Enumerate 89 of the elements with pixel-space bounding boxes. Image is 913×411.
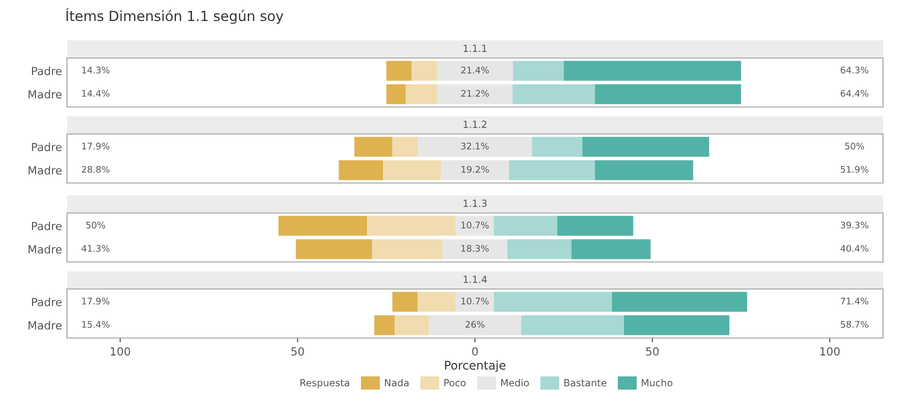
annotation: 17.9% — [82, 142, 110, 150]
annotation: 50% — [86, 222, 106, 228]
chart-subtitle: 1.1.3 — [464, 200, 487, 207]
bar — [494, 216, 558, 236]
bar — [411, 60, 438, 81]
bar — [354, 136, 392, 157]
bar — [532, 136, 582, 157]
y-tick-label: Padre — [32, 66, 62, 76]
data-label: 21.4% — [461, 66, 489, 74]
annotation: 41.3% — [82, 244, 110, 252]
y-tick-label: Madre — [28, 244, 62, 254]
y-tick-label: Madre — [28, 320, 62, 330]
annotation: 14.3% — [82, 66, 110, 74]
bar — [456, 292, 494, 312]
data-label: 19.2% — [462, 166, 489, 173]
annotation: 64.4% — [840, 90, 868, 97]
annotation: 14.4% — [82, 90, 110, 97]
chart-title: Ítems Dimensión 1.1 según soy — [66, 8, 284, 24]
bar — [392, 292, 418, 312]
annotation: 64.3% — [840, 66, 868, 74]
bar — [624, 315, 730, 336]
data-label: 10.7% — [461, 222, 489, 228]
x-tick-label: 50 — [291, 347, 304, 356]
bar — [507, 239, 572, 260]
legend-label: Mucho — [642, 378, 672, 386]
chart-subtitle: 1.1.1 — [464, 44, 486, 52]
bar — [428, 315, 522, 336]
y-tick-label: Madre — [28, 166, 62, 175]
bar — [512, 84, 595, 104]
bar — [509, 160, 595, 180]
data-label: 21.2% — [461, 90, 489, 97]
bar — [437, 84, 513, 104]
bar — [572, 239, 651, 260]
bar — [386, 60, 412, 81]
data-label: 32.1% — [461, 142, 489, 150]
bar — [278, 216, 368, 236]
annotation: 15.4% — [82, 320, 110, 328]
chart-subtitle: 1.1.4 — [464, 276, 487, 283]
bar — [418, 292, 456, 312]
bar — [582, 136, 710, 157]
x-tick-label: 0 — [472, 347, 478, 356]
bar — [418, 136, 532, 157]
y-tick-label: Padre — [32, 142, 62, 152]
bar — [594, 84, 742, 104]
bar — [594, 160, 694, 180]
bar — [494, 292, 612, 312]
bar — [437, 60, 513, 81]
bar — [386, 84, 406, 104]
y-tick-label: Madre — [28, 90, 62, 99]
annotation: 28.8% — [82, 166, 110, 173]
bar — [512, 60, 564, 81]
bar — [557, 216, 634, 236]
chart-subtitle: 1.1.2 — [464, 120, 486, 128]
bar — [406, 84, 438, 104]
y-tick-label: Padre — [32, 298, 62, 306]
data-label: 10.7% — [461, 298, 489, 304]
bar — [456, 216, 494, 236]
bar — [392, 136, 418, 157]
annotation: 17.9% — [82, 298, 110, 304]
bar — [374, 315, 395, 336]
annotation: 40.4% — [840, 244, 868, 252]
annotation: 71.4% — [840, 298, 868, 304]
x-tick-label: 50 — [646, 347, 659, 356]
bar — [338, 160, 384, 180]
data-label: 26% — [466, 320, 485, 328]
legend-label: Poco — [444, 379, 466, 386]
legend-label: Medio — [501, 378, 529, 386]
data-label: 18.3% — [461, 244, 489, 252]
bar — [521, 315, 624, 336]
legend-label: Nada — [384, 378, 409, 386]
legend-label: Bastante — [564, 379, 606, 386]
bar — [372, 239, 442, 260]
x-tick-label: 100 — [110, 347, 130, 356]
bar — [367, 216, 456, 236]
annotation: 51.9% — [840, 166, 868, 173]
bar — [442, 239, 508, 260]
bar — [612, 292, 748, 312]
bar — [296, 239, 372, 260]
bar — [440, 160, 510, 180]
annotation: 50% — [845, 142, 864, 150]
x-tick-label: 100 — [820, 347, 840, 356]
bar — [564, 60, 742, 81]
annotation: 58.7% — [840, 320, 868, 328]
x-axis-title: Porcentaje — [445, 360, 506, 372]
y-tick-label: Padre — [32, 222, 62, 230]
bar — [394, 315, 429, 336]
legend-title: Respuesta — [300, 379, 350, 388]
bar — [383, 160, 441, 180]
annotation: 39.3% — [840, 222, 868, 228]
